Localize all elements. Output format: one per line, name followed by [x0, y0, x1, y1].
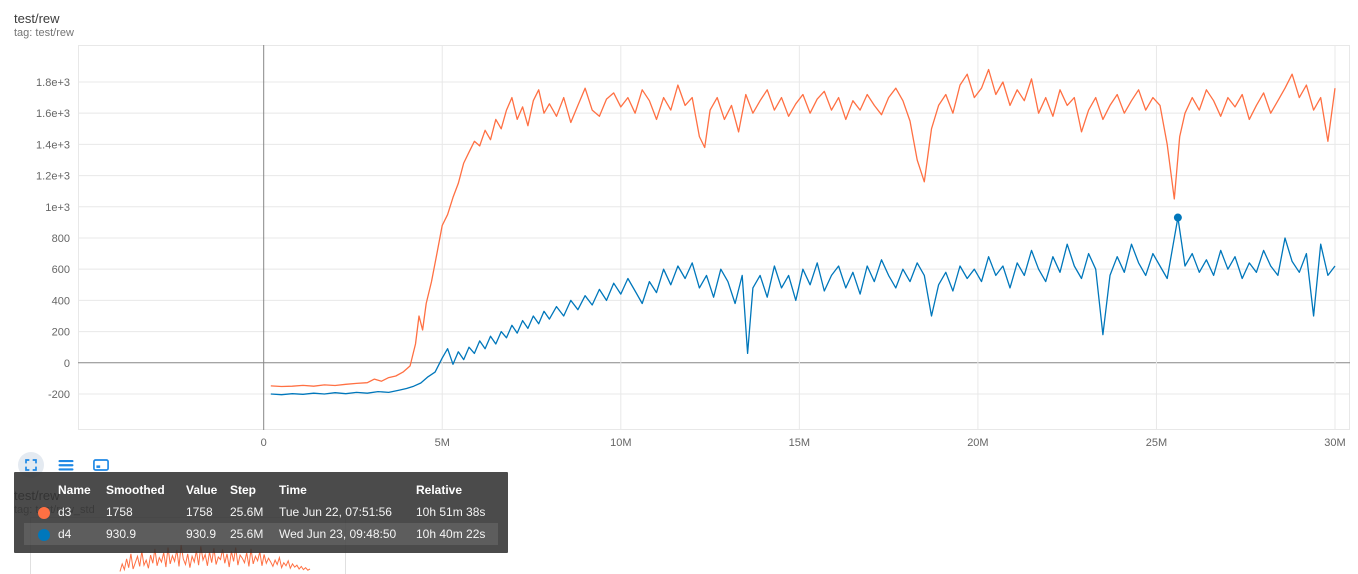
tooltip-cell: d3 [58, 505, 72, 519]
tooltip-header: Name Smoothed Value Step Time Relative [24, 478, 498, 501]
y-tick-label: 1.4e+3 [36, 139, 70, 151]
x-tick-label: 0 [261, 437, 267, 449]
y-tick-label: 1.2e+3 [36, 171, 70, 183]
tooltip-cell: Tue Jun 22, 07:51:56 [279, 505, 392, 519]
y-tick-label: 1.6e+3 [36, 108, 70, 120]
y-tick-label: 200 [52, 327, 70, 339]
fit-domain-icon [93, 459, 109, 471]
run-color-swatch [38, 506, 50, 519]
tooltip-row-d4: d4 930.9 930.9 25.6M Wed Jun 23, 09:48:50 10h… [24, 523, 498, 545]
chart-tooltip: Name Smoothed Value Step Time Relative d3 1758… [14, 472, 508, 553]
menu-lines-icon [58, 460, 74, 471]
y-tick-label: 400 [52, 295, 70, 307]
card-tag: tag: test/rew [14, 27, 74, 39]
y-tick-label: 0 [64, 358, 70, 370]
tooltip-table: Name Smoothed Value Step Time Relative d3 1758… [24, 478, 498, 545]
tooltip-cell: 10h 40m 22s [416, 527, 486, 541]
tooltip-cell: 1758 [106, 505, 133, 519]
x-tick-label: 10M [610, 437, 631, 449]
x-tick-label: 15M [789, 437, 810, 449]
tooltip-cell: 930.9 [106, 527, 137, 541]
tooltip-cell: Wed Jun 23, 09:48:50 [279, 527, 397, 541]
tooltip-cell: 1758 [186, 505, 213, 519]
tooltip-header-time: Time [279, 483, 307, 497]
tooltip-header-value: Value [186, 483, 218, 497]
y-tick-label: 1e+3 [45, 202, 70, 214]
y-tick-label: -200 [48, 389, 70, 401]
tooltip-header-name: Name [58, 483, 91, 497]
tooltip-body: d3 1758 1758 25.6M Tue Jun 22, 07:51:56 10h 5… [24, 501, 498, 545]
series-line-d3[interactable] [270, 68, 1336, 388]
tooltip-swatch-column-header [24, 478, 58, 501]
y-tick-label: 800 [52, 233, 70, 245]
y-tick-label: 1.8e+3 [36, 77, 70, 89]
tooltip-header-row: Name Smoothed Value Step Time Relative [24, 478, 498, 501]
tooltip-header-step: Step [230, 483, 257, 497]
std-series-line-d3 [119, 544, 311, 572]
tooltip-cell: 930.9 [186, 527, 217, 541]
run-color-swatch [38, 528, 50, 541]
tooltip-header-smoothed: Smoothed [106, 483, 165, 497]
x-tick-label: 25M [1146, 437, 1167, 449]
card-title: test/rew [14, 11, 60, 26]
tooltip-cell: 25.6M [230, 505, 264, 519]
x-tick-label: 5M [435, 437, 450, 449]
x-tick-label: 30M [1324, 437, 1345, 449]
tooltip-cell: 25.6M [230, 527, 264, 541]
run-swatch-cell [24, 523, 58, 545]
toggle-runs-button[interactable] [53, 452, 79, 478]
tooltip-cell: d4 [58, 527, 72, 541]
fit-domain-button[interactable] [88, 452, 114, 478]
tooltip-cell: 10h 51m 38s [416, 505, 486, 519]
run-swatch-cell [24, 501, 58, 523]
mini-chart[interactable] [32, 519, 346, 574]
tooltip-header-relative: Relative [416, 483, 463, 497]
hover-marker-d4 [1173, 213, 1182, 222]
expand-icon [25, 459, 37, 471]
tooltip-row-d3: d3 1758 1758 25.6M Tue Jun 22, 07:51:56 10h 5… [24, 501, 498, 523]
series-line-d4[interactable] [270, 216, 1336, 396]
main-chart[interactable]: -200 0 200 400 600 800 1e+3 1.2e+3 1.4e+3 1.6e+3 1… [20, 45, 1355, 450]
x-tick-label: 20M [967, 437, 988, 449]
y-tick-label: 600 [52, 264, 70, 276]
